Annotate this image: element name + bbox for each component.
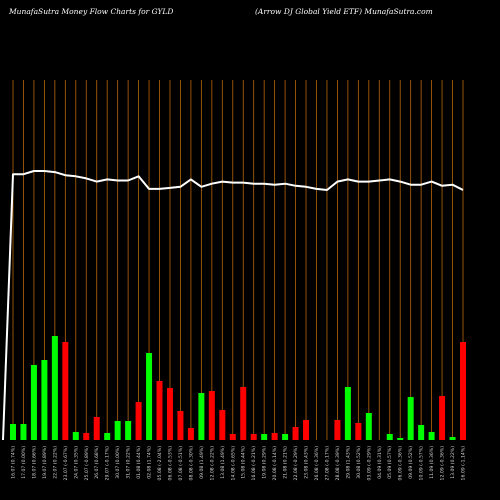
x-tick-label: 05.08 (-2.04%) [157,446,163,481]
flow-bars [10,336,466,440]
money-flow-bar [219,410,226,440]
money-flow-bar [41,360,48,440]
money-flow-bar [146,353,153,440]
money-flow-bar [177,411,184,440]
x-tick-label: 30.07 (0.00%) [115,446,121,479]
x-tick-label: 15.08 (0.44%) [241,446,247,479]
x-tick-label: 14.08 (-0.65%) [230,446,236,481]
money-flow-bar [282,434,289,440]
x-tick-label: 08.08 (-0.30%) [188,446,194,481]
money-flow-bar [229,434,236,440]
money-flow-bar [125,421,132,440]
x-tick-label: 01.08 (0.44%) [136,446,142,479]
x-tick-label: 28.08 (-0.39%) [335,446,341,481]
money-flow-bar [292,427,299,440]
x-tick-label: 26.08 (-0.36%) [314,446,320,481]
x-axis-labels: 16.07 (0.74%) 17.07 (0.00%) 18.07 (0.66%) 1… [11,446,467,481]
x-tick-label: 27.08 (-0.17%) [324,446,330,481]
money-flow-bar [397,438,404,440]
x-tick-label: 02.08 (1.74%) [147,446,153,479]
money-flow-bar [365,413,372,440]
x-tick-label: 13.09 (0.22%) [450,446,456,479]
money-flow-bar [418,425,425,440]
x-tick-label: 12.08 (-0.22%) [209,446,215,481]
money-flow-bar [334,420,341,440]
x-tick-label: 06.08 (-0.53%) [167,446,173,481]
chart-title-left: MunafaSutra Money Flow Charts for GYLD [9,7,174,16]
money-flow-bar [114,421,121,440]
x-tick-label: 09.09 (0.52%) [408,446,414,479]
money-flow-bar [93,417,100,440]
x-tick-label: 06.09 (-0.36%) [398,446,404,481]
money-flow-bar [428,432,435,440]
money-flow-bar [187,428,194,440]
money-flow-bar [30,365,37,440]
x-tick-label: 22.08 (-0.29%) [293,446,299,481]
price-line-group [2,170,464,441]
x-tick-label: 23.08 (0.43%) [304,446,310,479]
x-tick-label: 26.07 (0.68%) [94,446,100,479]
price-line [2,170,464,441]
x-tick-label: 24.07 (0.35%) [73,446,79,479]
x-tick-label: 03.09 (-0.29%) [366,446,372,481]
x-tick-label: 23.07 (-0.67%) [63,446,69,481]
money-flow-bar [20,424,27,440]
x-tick-label: 11.09 (0.36%) [429,446,435,479]
x-tick-label: 13.08 (1.49%) [220,446,226,479]
x-tick-label: 30.08 (0.52%) [356,446,362,479]
money-flow-bar [250,434,257,440]
x-tick-label: 05.09 (0.57%) [387,446,393,479]
money-flow-bar [261,434,268,440]
x-tick-label: 17.07 (0.00%) [21,446,27,479]
money-flow-bar [449,437,456,440]
money-flow-bar [303,420,310,440]
money-flow-bar [240,387,247,440]
money-flow-bar [208,391,215,440]
chart-title-right: (Arrow DJ Global Yield ETF) MunafaSutra.… [255,7,433,16]
money-flow-bar [439,396,446,440]
x-tick-label: 04.09 (0.31%) [377,446,383,479]
x-tick-label: 16.09 (-1.14%) [461,446,467,481]
x-tick-label: 07.08 (-0.51%) [178,446,184,481]
money-flow-bar [198,393,205,440]
money-flow-bar [344,387,351,440]
money-flow-bar [83,433,90,440]
money-flow-bar [62,342,69,440]
money-flow-bar [51,336,58,440]
gridlines [12,80,464,440]
x-tick-label: 18.07 (0.66%) [31,446,37,479]
money-flow-bar [156,381,163,440]
x-tick-label: 29.08 (1.43%) [345,446,351,479]
x-tick-label: 19.08 (0.29%) [262,446,268,479]
x-tick-label: 22.07 (0.22%) [52,446,58,479]
x-tick-label: 16.08 (-0.21%) [251,446,257,481]
x-tick-label: 19.07 (0.89%) [42,446,48,479]
money-flow-bar [72,432,79,440]
x-tick-label: 12.09 (-0.36%) [440,446,446,481]
x-tick-label: 10.09 (-0.57%) [419,446,425,481]
money-flow-bar [135,402,142,440]
x-tick-label: 20.08 (-0.14%) [272,446,278,481]
money-flow-bar [407,397,414,440]
money-flow-bar [166,388,173,440]
x-tick-label: 31.07 (0.22%) [126,446,132,479]
x-tick-label: 16.07 (0.74%) [11,446,17,479]
money-flow-bar [10,424,16,440]
money-flow-bar [460,342,466,440]
money-flow-bar [386,434,393,440]
money-flow-bar [355,423,362,440]
x-tick-label: 21.08 (0.21%) [283,446,289,479]
money-flow-bar [104,433,111,440]
x-tick-label: 25.07 (-0.89%) [84,446,90,481]
money-flow-bar [271,433,278,440]
x-tick-label: 09.08 (1.49%) [199,446,205,479]
x-tick-label: 29.07 (-0.17%) [105,446,111,481]
